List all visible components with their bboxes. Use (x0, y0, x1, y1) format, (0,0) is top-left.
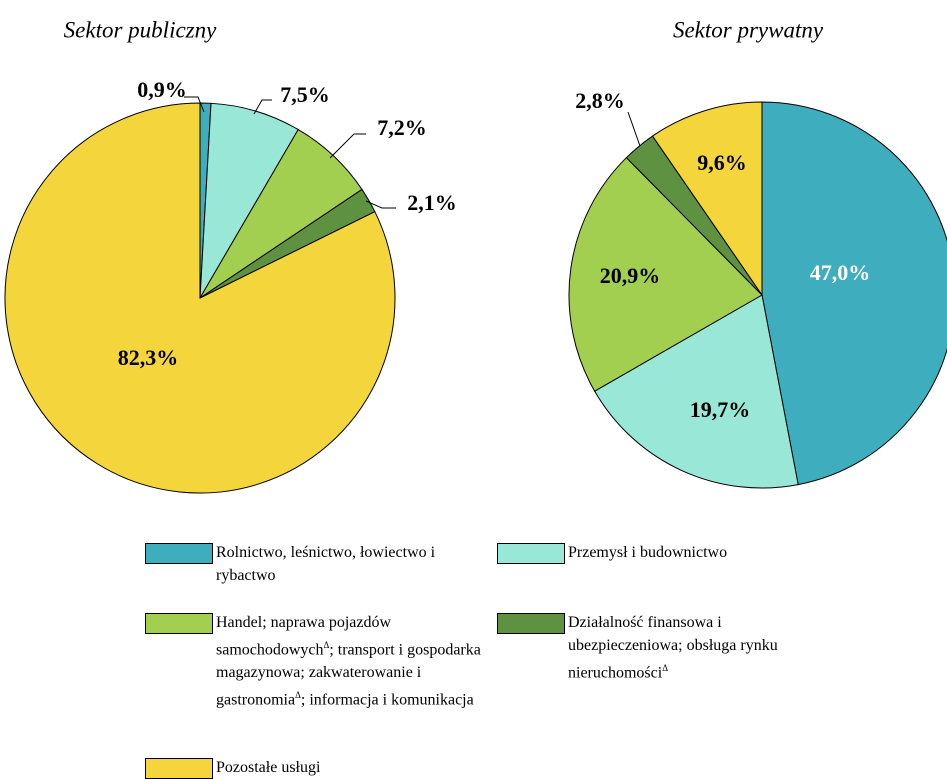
legend-swatch (145, 613, 213, 634)
leader-line (329, 133, 366, 159)
data-label: 9,6% (697, 150, 747, 175)
legend-swatch (497, 543, 565, 564)
data-label: 82,3% (118, 345, 179, 370)
data-label: 2,1% (407, 190, 457, 215)
data-label: 0,9% (137, 77, 187, 102)
pie-slice (568, 156, 763, 392)
chart-title: Sektor publiczny (64, 17, 217, 42)
chart-title: Sektor prywatny (673, 17, 824, 42)
legend-swatch (497, 613, 565, 634)
legend-label: Pozostałe usługi (216, 759, 321, 776)
data-label: 19,7% (690, 397, 751, 422)
data-label: 2,8% (575, 88, 625, 113)
data-label: 47,0% (810, 260, 871, 285)
legend-label: Przemysł i budownictwo (568, 544, 728, 561)
legend-swatch (145, 543, 213, 564)
legend-label: Rolnictwo, leśnictwo, łowiectwo i rybact… (216, 544, 436, 584)
pie-slice (4, 102, 396, 494)
leader-line (184, 96, 205, 113)
pie-slice (593, 294, 799, 489)
leader-line (253, 99, 272, 115)
data-label: 7,5% (280, 82, 330, 107)
leader-line (365, 200, 396, 209)
data-label: 20,9% (600, 263, 661, 288)
legend-label: Działalność finansowa i ubezpieczeniowa;… (568, 614, 778, 682)
data-label: 7,2% (377, 115, 427, 140)
leader-line (627, 111, 641, 147)
pie-slice (651, 101, 763, 297)
pie-slice (761, 101, 947, 486)
legend-label: Handel; naprawa pojazdów samochodowychΔ;… (216, 614, 481, 709)
